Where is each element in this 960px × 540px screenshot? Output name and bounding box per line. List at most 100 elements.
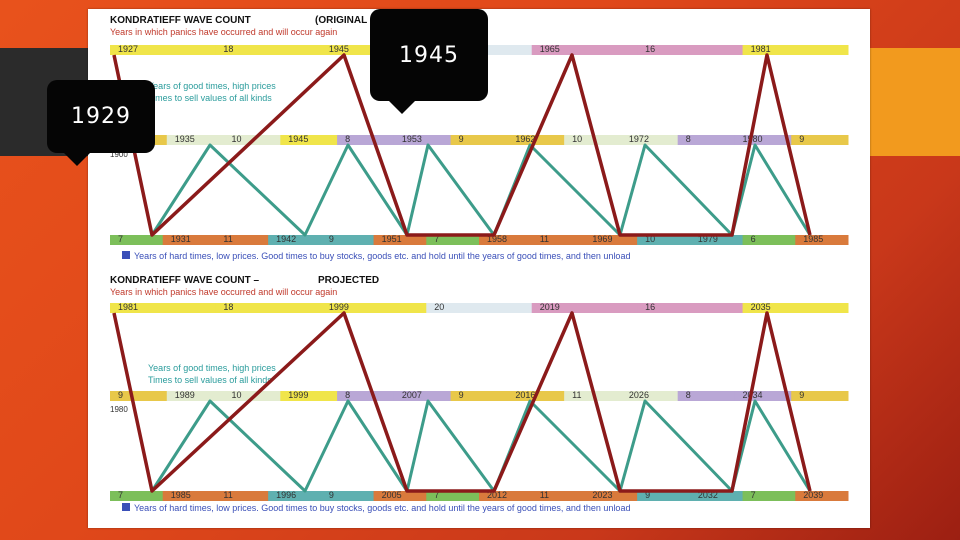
band-segment-bottom_band-original (531, 235, 585, 245)
band-segment-bottom_band-original (795, 235, 849, 245)
band-segment-bottom_band-projected (162, 491, 216, 501)
callout-1945: 1945 (370, 9, 488, 114)
band-segment-bottom_band-original (742, 235, 796, 245)
band-segment-top_band-projected (742, 303, 849, 313)
hard-times-caption-original: Years of hard times, low prices. Good ti… (134, 251, 630, 261)
band-segment-top_band-original (110, 45, 216, 55)
band-segment-mid_band-original (393, 135, 452, 145)
band-label-mid_band-projected: 10 (232, 390, 242, 400)
band-label-mid_band-projected: 2026 (629, 390, 649, 400)
band-label-mid_band-projected: 9 (118, 390, 123, 400)
band-segment-bottom_band-original (162, 235, 216, 245)
sell-values-caption-projected: Times to sell values of all kinds (148, 375, 272, 385)
band-segment-top_band-original (742, 45, 849, 55)
band-segment-top_band-projected (215, 303, 322, 313)
band-label-mid_band-projected: 2007 (402, 390, 422, 400)
band-label-bottom_band-original: 7 (118, 234, 123, 244)
band-label-bottom_band-projected: 9 (329, 490, 334, 500)
band-segment-bottom_band-projected (637, 491, 691, 501)
band-segment-bottom_band-projected (320, 491, 375, 501)
band-label-mid_band-original: 8 (345, 134, 350, 144)
band-label-mid_band-original: 10 (572, 134, 582, 144)
band-label-mid_band-original: 1953 (402, 134, 422, 144)
band-label-bottom_band-original: 11 (223, 234, 232, 244)
band-label-mid_band-original: 9 (799, 134, 804, 144)
band-segment-mid_band-projected (677, 391, 735, 401)
band-label-bottom_band-original: 1985 (803, 234, 823, 244)
band-label-mid_band-original: 8 (686, 134, 691, 144)
band-segment-top_band-projected (531, 303, 638, 313)
band-label-mid_band-projected: 9 (799, 390, 804, 400)
band-segment-bottom_band-original (268, 235, 322, 245)
band-segment-bottom_band-original (320, 235, 375, 245)
band-label-mid_band-projected: 9 (459, 390, 464, 400)
band-segment-mid_band-projected (791, 391, 849, 401)
band-segment-mid_band-original (280, 135, 338, 145)
band-label-bottom_band-original: 7 (434, 234, 439, 244)
legend-square-original (122, 251, 130, 259)
band-label-bottom_band-projected: 2023 (592, 490, 612, 500)
band-label-top_band-projected: 1981 (118, 302, 138, 312)
band-label-bottom_band-projected: 11 (223, 490, 232, 500)
band-label-bottom_band-projected: 2039 (803, 490, 823, 500)
callout-1929: 1929 (47, 80, 155, 166)
band-segment-bottom_band-projected (689, 491, 744, 501)
band-label-bottom_band-original: 1931 (171, 234, 191, 244)
band-label-bottom_band-projected: 1996 (276, 490, 296, 500)
band-segment-mid_band-original (677, 135, 735, 145)
band-label-top_band-projected: 16 (645, 302, 655, 312)
band-label-mid_band-original: 10 (232, 134, 242, 144)
band-label-mid_band-original: 9 (459, 134, 464, 144)
band-segment-top_band-original (215, 45, 322, 55)
band-label-bottom_band-original: 10 (645, 234, 655, 244)
band-segment-mid_band-original (564, 135, 622, 145)
band-segment-bottom_band-projected (268, 491, 322, 501)
sell-values-caption-original: Times to sell values of all kinds (148, 93, 272, 103)
band-label-mid_band-projected: 8 (345, 390, 350, 400)
band-label-bottom_band-projected: 7 (751, 490, 756, 500)
band-segment-mid_band-projected (166, 391, 225, 401)
band-label-bottom_band-original: 1951 (382, 234, 402, 244)
band-segment-top_band-projected (320, 303, 427, 313)
band-label-bottom_band-original: 11 (540, 234, 549, 244)
band-label-top_band-original: 16 (645, 44, 655, 54)
good-times-caption-original: Years of good times, high prices (148, 81, 276, 91)
band-label-mid_band-original: 1962 (515, 134, 535, 144)
band-label-bottom_band-original: 1958 (487, 234, 507, 244)
band-label-bottom_band-original: 1969 (592, 234, 612, 244)
band-segment-mid_band-original (734, 135, 792, 145)
band-label-top_band-projected: 2035 (751, 302, 771, 312)
good-times-caption-projected: Years of good times, high prices (148, 363, 276, 373)
band-label-bottom_band-original: 6 (751, 234, 756, 244)
hard-times-caption-projected: Years of hard times, low prices. Good ti… (134, 503, 630, 513)
band-segment-mid_band-projected (734, 391, 792, 401)
band-segment-mid_band-projected (337, 391, 395, 401)
band-segment-bottom_band-projected (742, 491, 796, 501)
band-segment-mid_band-original (166, 135, 225, 145)
section-title-original: KONDRATIEFF WAVE COUNT (110, 15, 251, 26)
band-label-bottom_band-projected: 11 (540, 490, 549, 500)
band-label-top_band-projected: 20 (434, 302, 444, 312)
band-label-mid_band-original: 1945 (288, 134, 308, 144)
section-title-projected: KONDRATIEFF WAVE COUNT – (110, 275, 260, 286)
panic-caption-original: Years in which panics have occurred and … (110, 27, 337, 37)
band-segment-bottom_band-original (689, 235, 744, 245)
band-segment-mid_band-original (791, 135, 849, 145)
band-label-bottom_band-projected: 2012 (487, 490, 507, 500)
band-label-bottom_band-projected: 1985 (171, 490, 191, 500)
right-orange-accent-bar (870, 48, 960, 156)
band-segment-bottom_band-original (584, 235, 638, 245)
cycle-line-original (150, 143, 812, 237)
band-segment-bottom_band-original (637, 235, 691, 245)
band-label-top_band-original: 1965 (540, 44, 560, 54)
band-label-mid_band-projected: 1989 (175, 390, 195, 400)
band-segment-bottom_band-projected (215, 491, 269, 501)
band-label-mid_band-original: 1972 (629, 134, 649, 144)
band-segment-bottom_band-projected (795, 491, 849, 501)
band-segment-bottom_band-projected (531, 491, 585, 501)
band-label-bottom_band-projected: 7 (118, 490, 123, 500)
callout-1945-label: 1945 (399, 42, 459, 68)
band-label-top_band-original: 1981 (751, 44, 771, 54)
band-segment-top_band-original (531, 45, 638, 55)
band-segment-top_band-original (637, 45, 744, 55)
